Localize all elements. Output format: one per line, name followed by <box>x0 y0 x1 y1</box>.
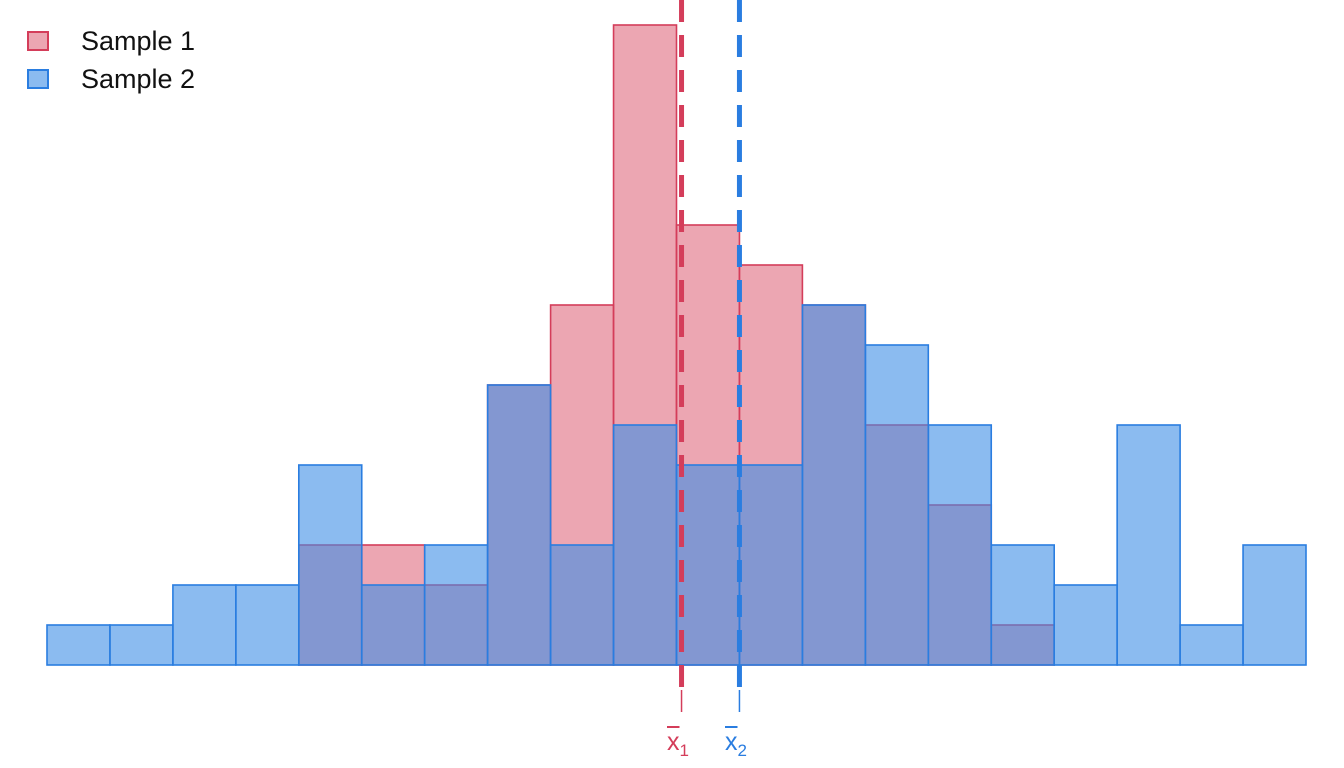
mean-label-2-subscript: 2 <box>737 741 747 760</box>
bar-sample-2-bin-12 <box>801 304 867 666</box>
bar-sample-2-bin-5 <box>360 584 426 666</box>
bar-sample-2-bin-14 <box>927 424 993 666</box>
mean-label-sample-2: x2 <box>725 728 747 761</box>
bar-sample-2-bin-3 <box>235 584 300 666</box>
legend: Sample 1 Sample 2 <box>27 22 195 98</box>
mean-label-1-symbol: x <box>667 728 680 756</box>
bar-sample-2-bin-9 <box>612 424 678 666</box>
bar-sample-2-bin-7 <box>486 384 552 666</box>
legend-item-sample-1[interactable]: Sample 1 <box>27 22 195 60</box>
bar-sample-2-bin-2 <box>172 584 237 666</box>
mean-label-sample-1: x1 <box>667 728 689 761</box>
bar-sample-2-bin-1 <box>109 624 174 666</box>
bar-sample-2-bin-8 <box>549 544 615 666</box>
legend-swatch-sample-2 <box>27 69 49 89</box>
bar-sample-2-bin-13 <box>864 344 930 666</box>
legend-item-sample-2[interactable]: Sample 2 <box>27 60 195 98</box>
bar-sample-2-bin-6 <box>423 544 489 666</box>
bar-sample-2-bin-15 <box>990 544 1056 666</box>
legend-label-sample-1: Sample 1 <box>81 25 196 56</box>
bar-sample-2-bin-19 <box>1242 544 1307 666</box>
legend-label-sample-2: Sample 2 <box>81 63 196 94</box>
bar-sample-2-bin-4 <box>297 464 363 666</box>
mean-label-1-subscript: 1 <box>679 741 689 760</box>
mean-label-2-symbol: x <box>725 728 738 756</box>
bar-sample-2-bin-16 <box>1053 584 1118 666</box>
bar-sample-2-bin-18 <box>1179 624 1244 666</box>
legend-swatch-sample-1 <box>27 31 49 51</box>
bar-sample-2-bin-11 <box>738 464 804 666</box>
bar-sample-2-bin-17 <box>1116 424 1181 666</box>
bar-sample-2-bin-0 <box>46 624 111 666</box>
bar-sample-2-bin-10 <box>675 464 741 666</box>
series-2-bars <box>46 304 1307 666</box>
